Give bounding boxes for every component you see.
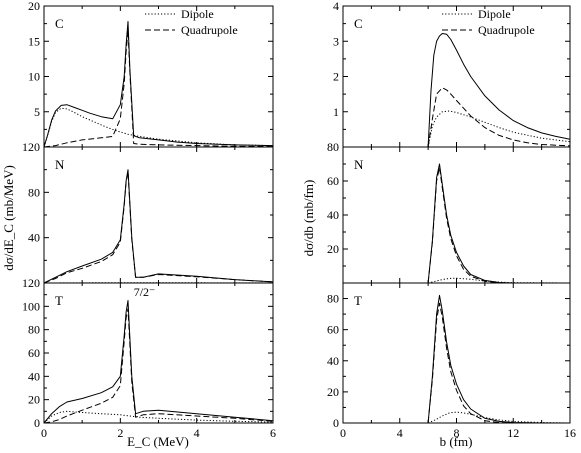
series-line-quadrupole <box>43 30 274 148</box>
panel-label: C <box>354 16 363 31</box>
panel-frame <box>43 146 274 284</box>
panel-frame <box>43 5 274 148</box>
y-tick-label: 120 <box>22 276 40 290</box>
series-line-dipole <box>43 410 274 424</box>
x-tick-label: 4 <box>194 426 200 440</box>
chart-panels: 5101520CDipoleQuadrupole4080120N02040608… <box>22 0 576 440</box>
x-tick-label: 0 <box>41 426 47 440</box>
panel-frame <box>43 282 274 424</box>
x-tick-label: 2 <box>117 426 123 440</box>
left-y-axis-label: dσ/dE_C (mb/MeV) <box>1 165 16 271</box>
y-tick-label: 80 <box>28 323 40 337</box>
y-tick-label: 120 <box>22 140 40 154</box>
y-tick-label: 15 <box>28 34 40 48</box>
series-line-dipole <box>427 411 571 424</box>
y-tick-label: 40 <box>327 208 339 222</box>
legend-label-quadrupole: Quadrupole <box>181 23 238 37</box>
x-tick-label: 0 <box>340 426 346 440</box>
y-tick-label: 80 <box>327 140 339 154</box>
panel-label: T <box>354 293 362 308</box>
y-tick-label: 4 <box>333 0 339 13</box>
y-tick-label: 40 <box>327 354 339 368</box>
panel-frame <box>342 5 571 148</box>
y-tick-label: 60 <box>327 174 339 188</box>
y-tick-label: 20 <box>327 385 339 399</box>
x-tick-label: 6 <box>270 426 276 440</box>
series-line-total <box>43 21 274 148</box>
panel-label: T <box>55 293 63 308</box>
left-x-axis-label: E_C (MeV) <box>127 434 189 449</box>
y-tick-label: 100 <box>22 299 40 313</box>
legend: Dipole Quadrupole <box>145 7 238 37</box>
y-tick-label: 80 <box>28 185 40 199</box>
y-tick-label: 20 <box>327 242 339 256</box>
y-tick-label: 60 <box>327 323 339 337</box>
series-line-quadrupole <box>43 171 274 284</box>
panel-right-C: 1 2 3 4 C Dipole Quadrupole <box>333 0 571 148</box>
y-tick-label: 40 <box>28 231 40 245</box>
series-line-total <box>43 169 274 284</box>
panel-left-C: 5 10 15 20 C Dipole Quadrupole <box>28 0 274 148</box>
y-tick-label: 10 <box>28 70 40 84</box>
y-tick-label: 60 <box>28 346 40 360</box>
y-tick-label: 20 <box>28 0 40 13</box>
panel-frame <box>342 282 571 424</box>
legend-label-dipole: Dipole <box>181 7 214 21</box>
y-tick-label: 0 <box>333 416 339 430</box>
y-tick-label: 0 <box>34 416 40 430</box>
x-tick-label: 8 <box>454 426 460 440</box>
panel-frame <box>342 146 571 284</box>
right-x-axis-label: b (fm) <box>440 434 473 449</box>
panel-left-T: 0 20 40 60 80 100 120 0 2 4 6 T 7/2⁻ <box>22 276 276 440</box>
y-tick-label: 80 <box>327 292 339 306</box>
panel-label: N <box>55 157 65 172</box>
y-tick-label: 5 <box>34 105 40 119</box>
legend-label-dipole: Dipole <box>478 7 511 21</box>
panel-label: N <box>354 157 364 172</box>
series-line-total <box>427 163 570 284</box>
panel-right-T: 0 20 40 60 80 0 4 8 12 16 T <box>327 282 576 440</box>
x-tick-label: 12 <box>507 426 519 440</box>
series-line-dipole <box>427 110 571 148</box>
series-line-quadrupole <box>427 166 570 284</box>
series-line-dipole <box>427 277 571 284</box>
y-tick-label: 20 <box>28 393 40 407</box>
x-tick-label: 16 <box>564 426 576 440</box>
panel-left-N: 40 80 120 N <box>22 140 274 284</box>
series-line-quadrupole <box>43 308 274 424</box>
peak-annotation: 7/2⁻ <box>134 285 156 299</box>
series-line-total <box>427 33 571 148</box>
x-tick-label: 4 <box>397 426 403 440</box>
series-line-total <box>43 300 274 424</box>
panel-label: C <box>55 16 64 31</box>
legend: Dipole Quadrupole <box>442 7 535 37</box>
panel-right-N: 20 40 60 80 N <box>327 140 571 284</box>
series-line-dipole <box>43 107 274 148</box>
series-line-quadrupole <box>427 302 570 424</box>
series-line-quadrupole <box>427 87 571 148</box>
legend-label-quadrupole: Quadrupole <box>478 23 535 37</box>
right-y-axis-label: dσ/db (mb/fm) <box>301 180 316 257</box>
y-tick-label: 40 <box>28 369 40 383</box>
y-tick-label: 1 <box>333 105 339 119</box>
y-tick-label: 3 <box>333 34 339 48</box>
series-line-total <box>427 294 570 424</box>
y-tick-label: 2 <box>333 70 339 84</box>
